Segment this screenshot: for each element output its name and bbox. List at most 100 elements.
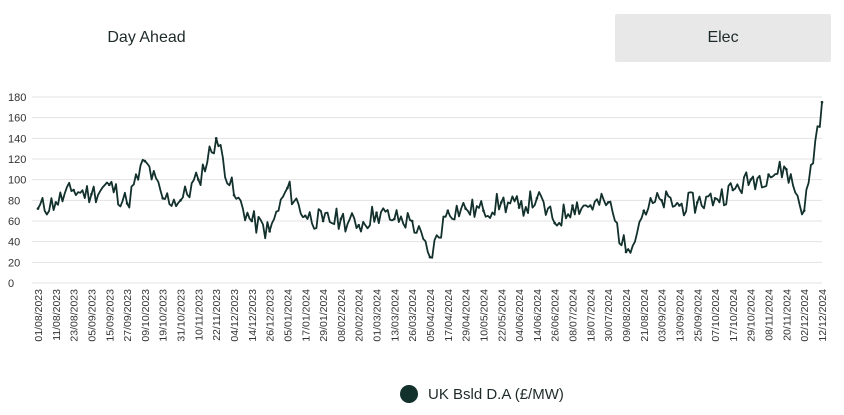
x-tick-label: 05/04/2024	[425, 289, 437, 342]
y-tick-label: 20	[8, 257, 20, 269]
x-tick-label: 05/01/2024	[282, 289, 294, 342]
data-point	[535, 196, 539, 200]
data-point	[54, 201, 58, 204]
x-tick-label: 29/10/2024	[746, 289, 758, 342]
data-point	[428, 255, 432, 259]
data-point	[820, 100, 824, 104]
x-tick-label: 17/04/2024	[443, 289, 455, 342]
data-point	[606, 201, 610, 204]
x-tick-label: 10/11/2023	[193, 289, 205, 341]
data-point	[482, 209, 485, 212]
x-tick-label: 17/10/2024	[728, 289, 740, 342]
data-point	[197, 178, 200, 181]
data-point	[731, 188, 735, 192]
data-point	[286, 186, 289, 190]
y-tick-label: 40	[8, 237, 20, 249]
data-point	[179, 199, 182, 202]
data-point	[36, 207, 40, 210]
price-chart: 0 20 40 60 80 100 120 140 160 180 01/08/2023 11/08/…	[8, 92, 829, 342]
x-tick-label: 12/12/2024	[817, 289, 829, 342]
x-tick-label: 08/07/2024	[568, 289, 580, 342]
x-tick-label: 29/04/2024	[461, 289, 473, 342]
data-point	[713, 196, 717, 200]
x-tick-label: 01/08/2023	[33, 289, 45, 342]
x-tick-label: 23/08/2023	[69, 289, 81, 342]
y-tick-label: 80	[8, 195, 20, 207]
x-tick-label: 07/10/2024	[710, 289, 722, 342]
data-point	[268, 230, 271, 233]
data-point	[660, 199, 663, 202]
data-point	[589, 204, 592, 207]
y-tick-label: 180	[8, 92, 26, 104]
data-point	[749, 178, 753, 181]
data-point	[678, 204, 681, 207]
x-tick-label: 20/11/2024	[781, 289, 793, 341]
y-tick-label: 160	[8, 113, 26, 125]
tab-elec-label: Elec	[707, 29, 739, 46]
y-tick-label: 120	[8, 154, 26, 166]
x-tick-label: 02/12/2024	[799, 289, 811, 342]
x-tick-label: 25/09/2024	[692, 289, 704, 342]
x-tick-label: 09/10/2023	[140, 289, 152, 342]
data-point	[410, 219, 414, 223]
legend-marker	[400, 385, 418, 403]
x-tick-label: 15/09/2023	[104, 289, 116, 342]
data-point	[250, 219, 254, 223]
x-tick-label: 22/11/2023	[211, 289, 223, 341]
data-point	[214, 137, 218, 140]
tab-day-ahead[interactable]: Day Ahead	[14, 14, 279, 62]
data-point	[571, 204, 574, 207]
data-point	[642, 209, 646, 212]
data-point	[393, 217, 396, 221]
x-tick-label: 05/09/2023	[86, 289, 98, 342]
x-tick-label: 17/01/2024	[300, 289, 312, 342]
data-point	[303, 214, 307, 218]
data-point	[446, 209, 450, 212]
x-tick-label: 03/09/2024	[657, 289, 669, 342]
tab-elec[interactable]: Elec	[615, 14, 831, 62]
data-point	[90, 192, 93, 196]
x-tick-label: 26/06/2024	[550, 289, 562, 342]
x-tick-label: 19/10/2023	[158, 289, 170, 342]
y-tick-label: 0	[8, 278, 14, 290]
x-tick-label: 26/03/2024	[407, 289, 419, 342]
x-tick-label: 14/12/2023	[247, 289, 259, 342]
data-point	[802, 209, 806, 212]
x-tick-label: 22/05/2024	[496, 289, 508, 342]
chart-legend[interactable]: UK Bsld D.A (£/MW)	[400, 385, 564, 403]
x-tick-label: 31/10/2023	[176, 289, 188, 342]
x-tick-label: 30/07/2024	[603, 289, 615, 342]
x-tick-label: 26/12/2023	[265, 289, 277, 342]
data-point	[125, 202, 129, 205]
x-tick-label: 18/07/2024	[585, 289, 597, 342]
x-tick-label: 08/11/2024	[764, 289, 776, 341]
data-point	[107, 183, 111, 187]
x-tick-label: 01/03/2024	[372, 289, 384, 342]
y-tick-label: 140	[8, 133, 26, 145]
data-point	[785, 168, 788, 171]
data-point	[624, 250, 628, 254]
data-point	[232, 193, 236, 197]
x-tick-label: 29/01/2024	[318, 289, 330, 342]
y-tick-label: 60	[8, 216, 20, 228]
x-tick-label: 04/06/2024	[514, 289, 526, 342]
x-tick-label: 13/09/2024	[674, 289, 686, 342]
x-tick-label: 14/06/2024	[532, 289, 544, 342]
data-point	[517, 206, 521, 209]
data-point	[464, 207, 467, 210]
y-tick-label: 100	[8, 175, 26, 187]
x-tick-label: 11/08/2023	[51, 289, 63, 341]
data-point	[767, 173, 770, 176]
x-tick-label: 09/08/2024	[621, 289, 633, 342]
x-tick-label: 21/08/2024	[639, 289, 651, 342]
data-point	[375, 211, 378, 215]
x-tick-label: 08/02/2024	[336, 289, 348, 342]
data-point	[499, 201, 503, 204]
data-point	[321, 219, 325, 223]
tab-day-ahead-label: Day Ahead	[107, 29, 186, 46]
x-tick-label: 04/12/2023	[229, 289, 241, 342]
data-point	[339, 217, 343, 221]
x-tick-label: 13/03/2024	[389, 289, 401, 342]
data-point	[357, 223, 361, 227]
data-point	[553, 221, 557, 225]
